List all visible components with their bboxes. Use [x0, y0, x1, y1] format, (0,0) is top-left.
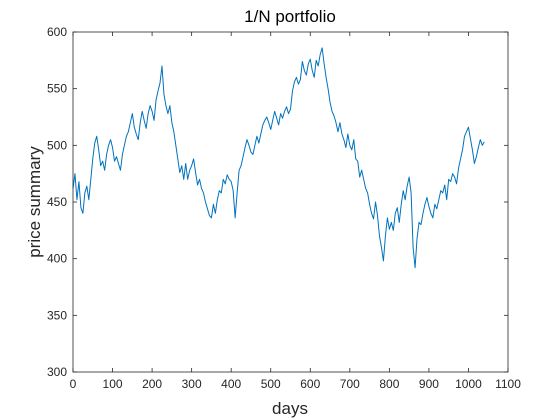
x-axis-label: days: [272, 399, 308, 418]
x-tick-label: 700: [340, 377, 360, 391]
y-tick-label: 600: [47, 25, 67, 39]
x-tick-label: 300: [182, 377, 202, 391]
series-line: [72, 47, 485, 269]
x-tick-label: 500: [261, 377, 281, 391]
chart-title: 1/N portfolio: [244, 7, 336, 26]
ticks-group: 0 100 200 300 400 500 600 700 800 900 1000 1100 300 3…: [47, 25, 521, 391]
plot-area: [73, 32, 508, 372]
y-tick-label: 450: [47, 195, 67, 209]
y-tick-label: 300: [47, 365, 67, 379]
y-tick-label: 400: [47, 252, 67, 266]
x-tick-label: 200: [142, 377, 162, 391]
y-tick-label: 500: [47, 138, 67, 152]
x-tick-label: 1000: [455, 377, 482, 391]
y-axis-label: price summary: [25, 146, 44, 258]
x-tick-label: 400: [221, 377, 241, 391]
y-tick-label: 350: [47, 308, 67, 322]
y-tick-label: 550: [47, 82, 67, 96]
x-tick-label: 600: [300, 377, 320, 391]
series-group: [72, 47, 485, 269]
x-tick-label: 800: [379, 377, 399, 391]
x-tick-label: 900: [419, 377, 439, 391]
x-tick-label: 1100: [495, 377, 521, 391]
x-tick-label: 0: [70, 377, 77, 391]
x-tick-label: 100: [103, 377, 123, 391]
axes-box: [72, 31, 509, 373]
